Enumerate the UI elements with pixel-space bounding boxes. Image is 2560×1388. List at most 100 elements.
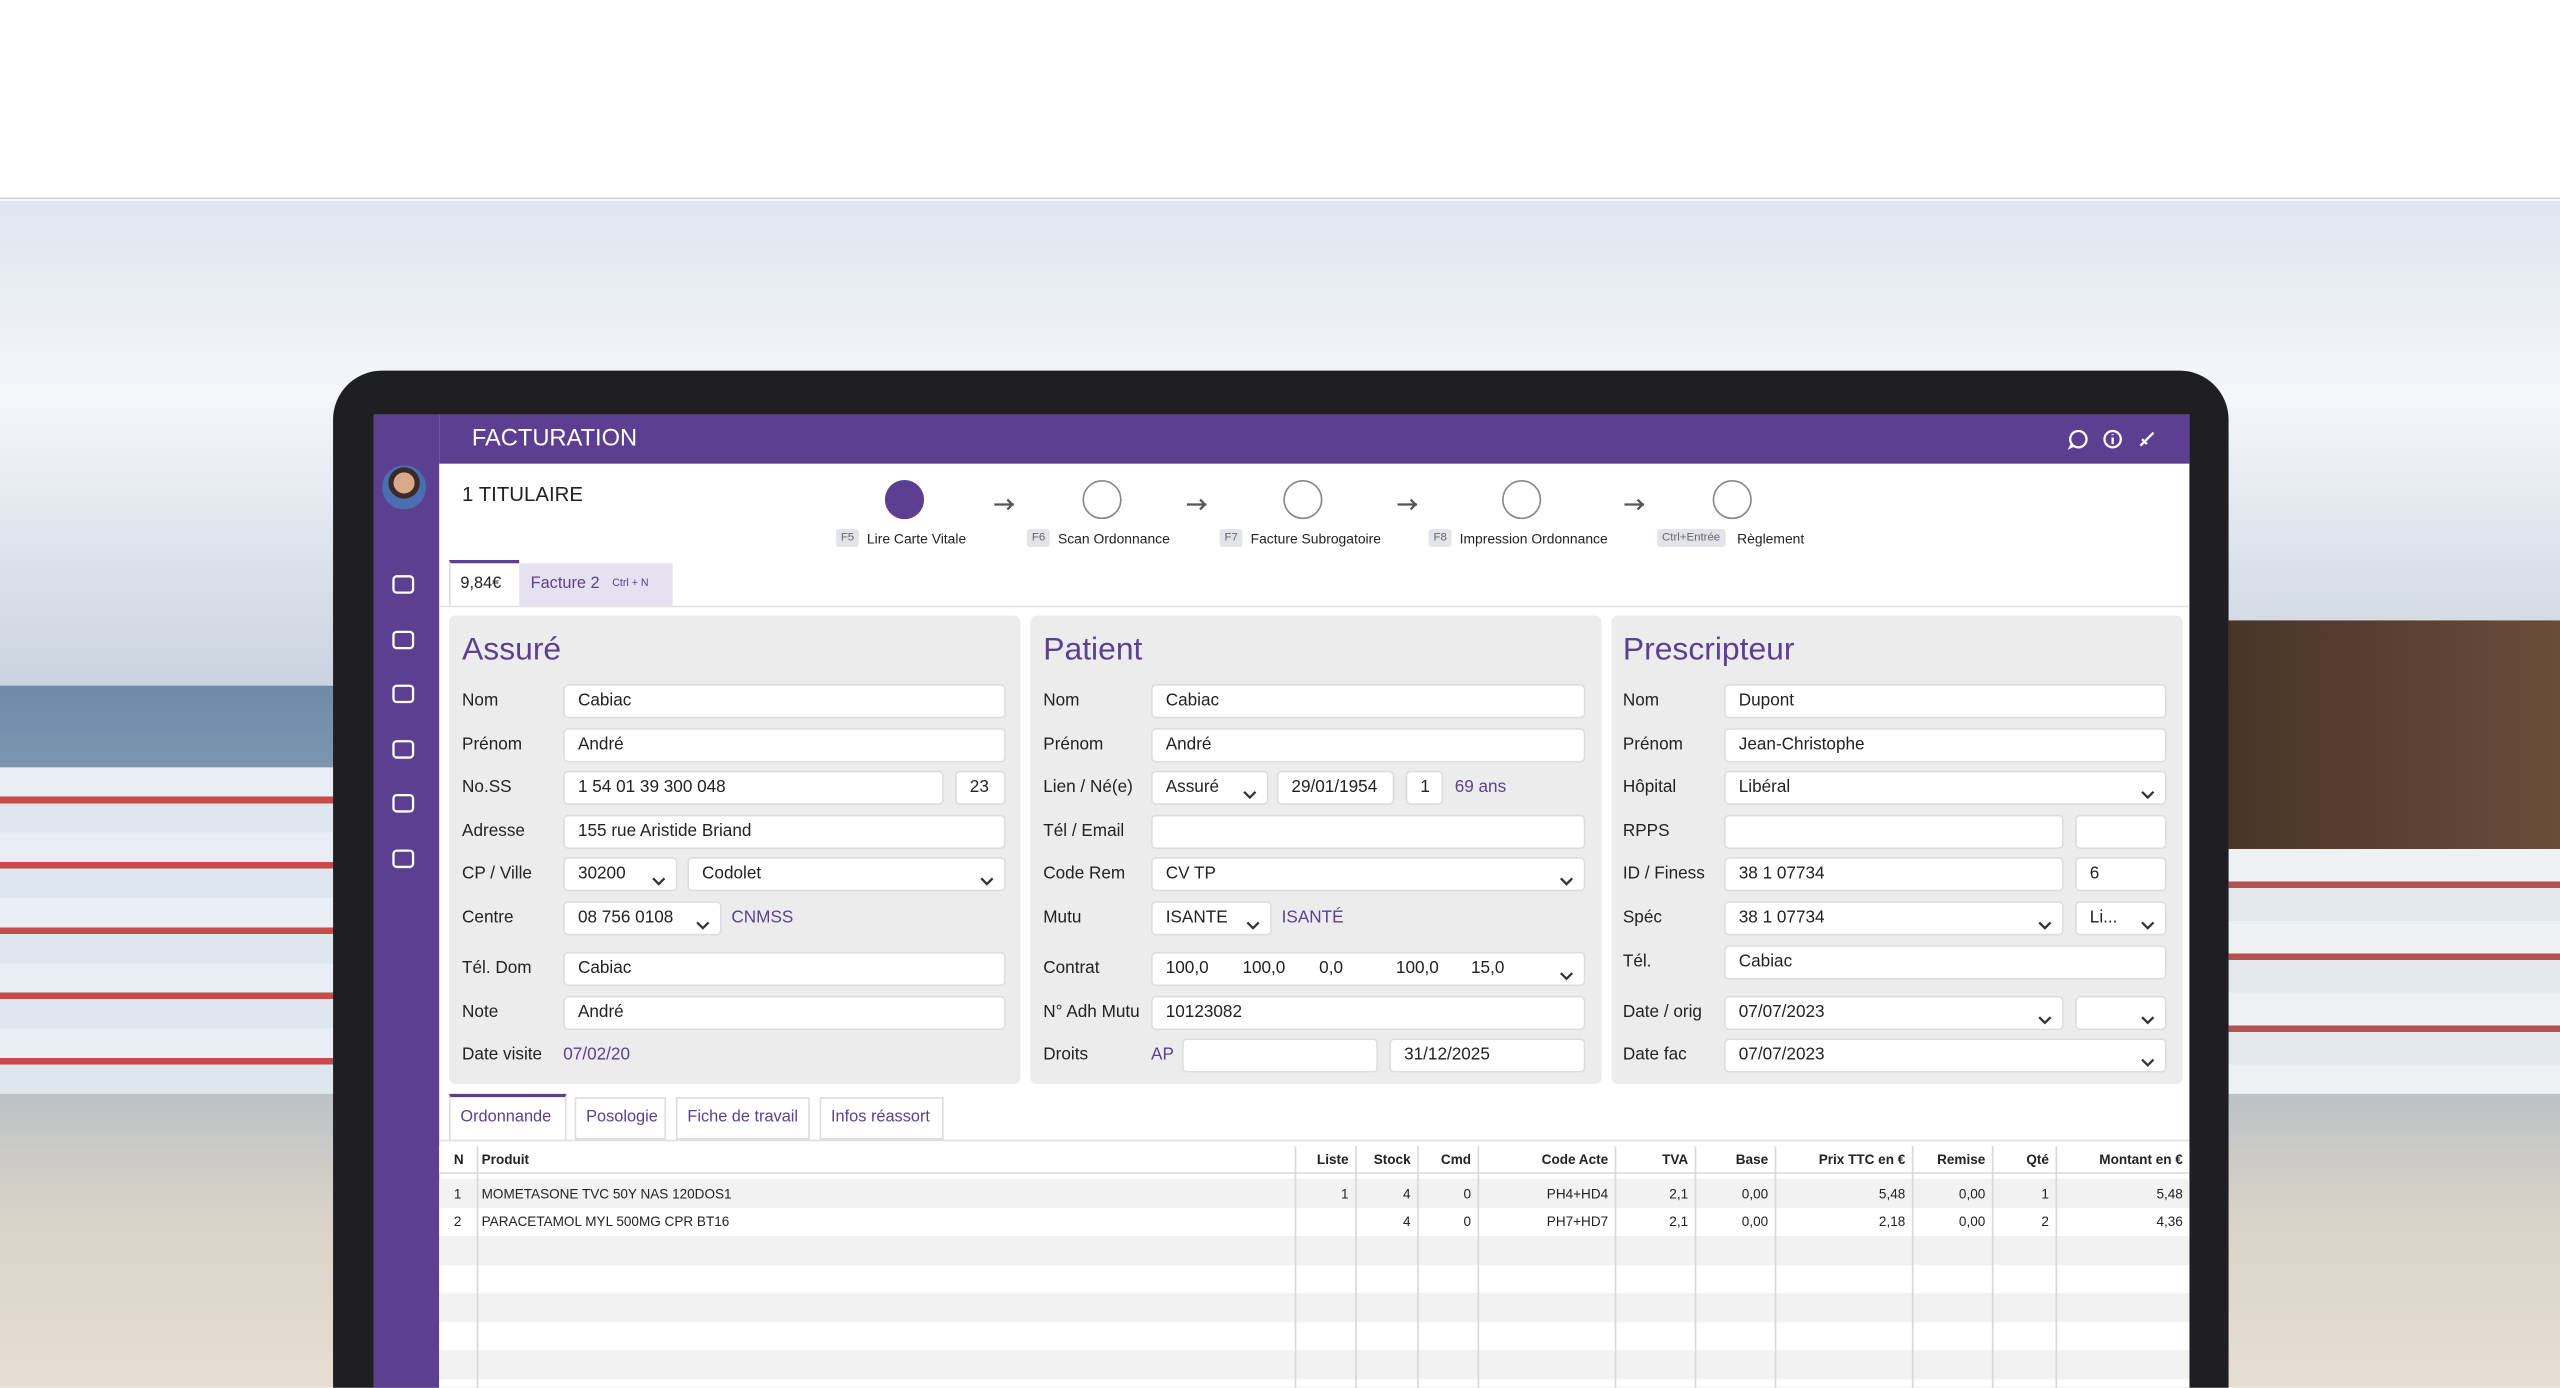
select-box[interactable] [1151, 951, 1586, 986]
select[interactable] [1724, 769, 2167, 805]
input[interactable] [563, 727, 1006, 762]
sidebar-icon [390, 790, 416, 816]
field-value: Cabiac [1738, 951, 1793, 972]
input[interactable] [955, 769, 1006, 805]
table-cell: 2,1 [1669, 1213, 1689, 1230]
step-icon[interactable] [1712, 479, 1752, 520]
input[interactable] [563, 995, 1006, 1030]
field-value: 38 1 07734 [1738, 907, 1825, 928]
field-label: Droits [1043, 1044, 1089, 1065]
table-cell: 0 [1463, 1213, 1472, 1230]
column-header: Qté [2026, 1151, 2049, 1168]
column-line [1774, 1146, 1777, 1388]
input[interactable] [2075, 856, 2167, 891]
tab[interactable] [519, 563, 673, 606]
dropdown-caret [696, 911, 711, 930]
column-line [1355, 1146, 1357, 1388]
field-label: Date fac [1622, 1044, 1687, 1065]
tab-label: Facture 2 [530, 574, 600, 593]
input[interactable] [1151, 995, 1586, 1030]
panel-title: Prescripteur [1622, 631, 1795, 668]
select[interactable] [2075, 995, 2167, 1030]
dropdown-caret [2038, 1006, 2053, 1025]
bottom-tab[interactable] [675, 1097, 810, 1140]
shelf-dark [2228, 620, 2560, 849]
titulaire: 1 TITULAIRE [462, 483, 584, 507]
input[interactable] [1389, 1037, 1586, 1072]
step-icon[interactable] [1082, 479, 1122, 520]
column-header: Montant en € [2099, 1151, 2183, 1168]
input[interactable] [1724, 683, 2167, 718]
input[interactable] [1724, 944, 2167, 979]
table-rule [439, 1139, 2190, 1142]
field-value: 23 [969, 777, 989, 797]
select[interactable] [1151, 856, 1586, 891]
input[interactable] [2075, 813, 2167, 849]
column-line [476, 1146, 479, 1388]
step-icon[interactable] [1502, 479, 1542, 520]
field-label: Lien / Né(e) [1043, 777, 1133, 797]
input[interactable] [1151, 727, 1586, 762]
dropdown-caret [980, 867, 995, 886]
table-row [439, 1264, 2190, 1294]
select[interactable] [1724, 1037, 2167, 1072]
input[interactable] [1151, 683, 1586, 718]
field-label: Nom [462, 690, 499, 711]
input[interactable] [1724, 727, 2167, 762]
bottom-tab[interactable] [574, 1097, 667, 1140]
field-label: Spéc [1622, 907, 1662, 928]
select[interactable] [1724, 995, 2064, 1030]
field-value: 31/12/2025 [1404, 1044, 1490, 1065]
field-value: Cabiac [1165, 690, 1220, 711]
link: 69 ans [1454, 777, 1507, 797]
table-cell: 0 [1463, 1184, 1472, 1201]
panel-title: Assuré [462, 631, 562, 668]
field-label: Tél. [1622, 951, 1652, 972]
column-line [1477, 1146, 1480, 1388]
input[interactable] [563, 769, 944, 805]
field-value: 1 54 01 39 300 048 [577, 777, 726, 797]
field-value: 0,0 [1319, 958, 1344, 978]
field-value: 10123082 [1165, 1002, 1242, 1023]
bottom-tab[interactable] [819, 1097, 944, 1140]
sidebar-icon [390, 627, 416, 653]
table-cell: PH4+HD4 [1546, 1184, 1609, 1201]
select[interactable] [1724, 900, 2064, 935]
column-line [1911, 1146, 1914, 1388]
input[interactable] [1405, 769, 1444, 805]
step-label: Lire Carte Vitale [866, 530, 967, 547]
field-value: André [1165, 734, 1212, 755]
link: CNMSS [731, 907, 794, 928]
table-cell: PARACETAMOL MYL 500MG CPR BT16 [481, 1213, 730, 1230]
input[interactable] [1276, 769, 1395, 805]
field-value: André [577, 734, 624, 755]
input[interactable] [1151, 813, 1586, 849]
column-header: Remise [1937, 1151, 1986, 1168]
select[interactable] [1151, 900, 1272, 935]
input[interactable] [563, 813, 1006, 849]
bottom-tab[interactable] [448, 1093, 567, 1140]
table-cell: 4 [1403, 1213, 1411, 1230]
table-row [439, 1350, 2190, 1379]
input[interactable] [1724, 813, 2064, 849]
shelf-right [2228, 848, 2560, 1094]
table-cell: 5,48 [2156, 1184, 2183, 1201]
field-label: Centre [462, 907, 514, 928]
input[interactable] [1724, 856, 2064, 891]
select[interactable] [687, 856, 1006, 891]
table-cell: 0,00 [1741, 1213, 1769, 1230]
column-header: Prix TTC en € [1818, 1151, 1906, 1168]
field-value: 29/01/1954 [1291, 777, 1378, 797]
step-icon[interactable] [1283, 479, 1323, 520]
step-arrow [993, 491, 1016, 511]
input[interactable] [563, 951, 1006, 986]
column-line [1417, 1146, 1419, 1388]
column-header: Stock [1373, 1151, 1411, 1168]
step-icon[interactable] [884, 479, 925, 520]
select[interactable] [2075, 900, 2167, 935]
select[interactable] [1151, 769, 1269, 805]
select[interactable] [563, 900, 722, 935]
field-value: André [577, 1002, 624, 1023]
input[interactable] [1182, 1037, 1378, 1072]
input[interactable] [563, 683, 1006, 718]
